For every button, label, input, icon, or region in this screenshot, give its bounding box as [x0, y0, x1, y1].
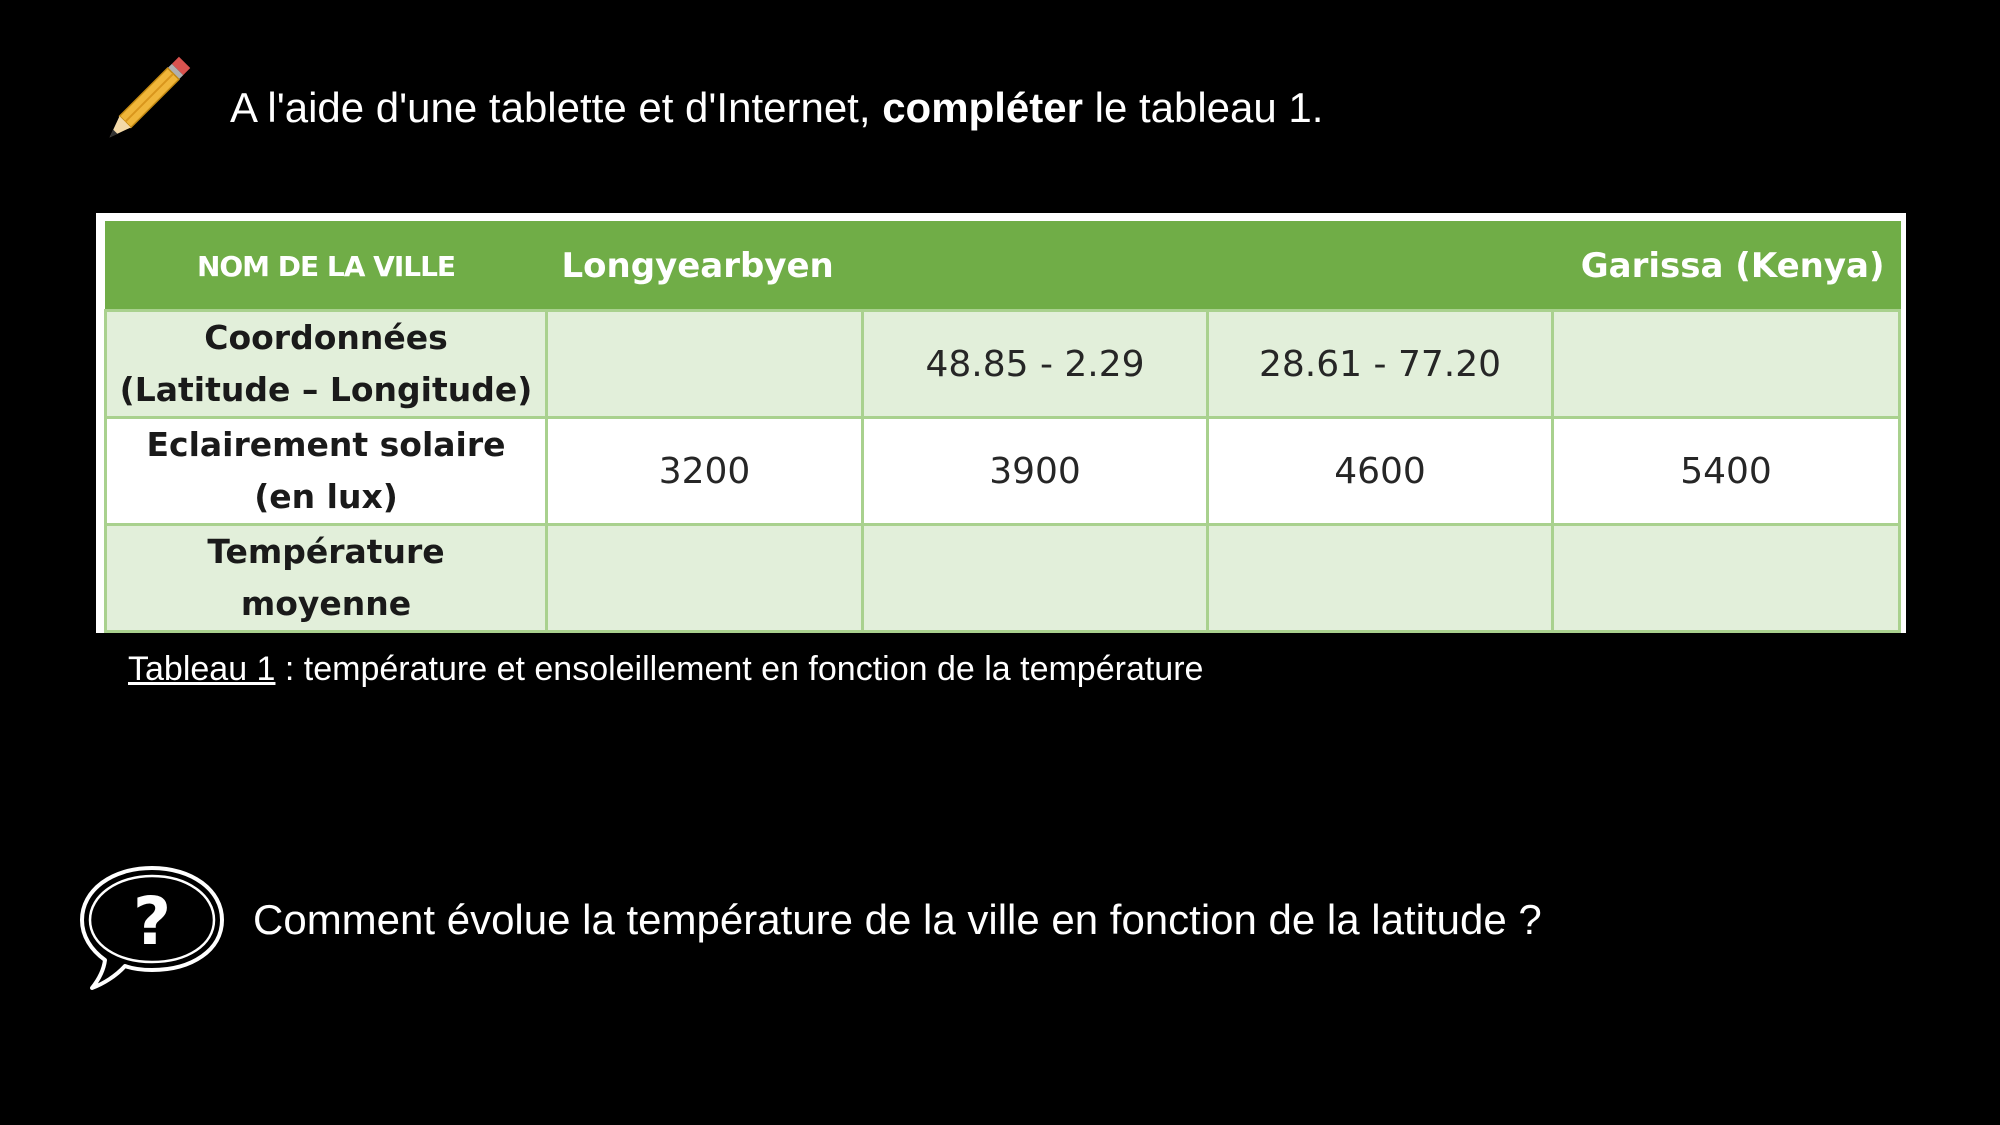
question-bubble-icon: ? [80, 866, 224, 990]
question-text: Comment évolue la température de la vill… [253, 896, 1542, 943]
row-label-coordinates: Coordonnées (Latitude – Longitude) [104, 309, 548, 419]
row-label-line: Eclairement solaire [146, 425, 506, 464]
table-cell[interactable] [545, 309, 864, 419]
row-label-line: Température [207, 532, 445, 571]
table-cell[interactable]: 5400 [1551, 416, 1901, 526]
header-city-3 [861, 221, 1209, 312]
row-label-average-temperature: Température moyenne [104, 523, 548, 633]
table-cell[interactable] [1206, 523, 1554, 633]
table-cell[interactable] [545, 523, 864, 633]
table-row-average-temperature: Température moyenne [104, 523, 1901, 633]
instruction-prefix: A l'aide d'une tablette et d'Internet, [230, 84, 883, 131]
table-cell[interactable]: 3900 [861, 416, 1209, 526]
caption-text: : température et ensoleillement en fonct… [275, 650, 1204, 688]
table-cell[interactable]: 3200 [545, 416, 864, 526]
cities-table: NOM DE LA VILLE Longyearbyen Garissa (Ke… [104, 221, 1901, 633]
table-frame: NOM DE LA VILLE Longyearbyen Garissa (Ke… [96, 213, 1906, 633]
table-row-solar-illumination: Eclairement solaire (en lux) 3200 3900 46… [104, 416, 1901, 526]
header-garissa: Garissa (Kenya) [1551, 221, 1901, 312]
table-cell[interactable] [861, 523, 1209, 633]
header-longyearbyen: Longyearbyen [545, 221, 864, 312]
pencil-icon [109, 56, 191, 138]
instruction-text: A l'aide d'une tablette et d'Internet, c… [230, 80, 1323, 136]
table-caption: Tableau 1 : température et ensoleillemen… [128, 646, 1203, 692]
table-cell[interactable] [1551, 309, 1901, 419]
svg-text:?: ? [133, 883, 171, 960]
table-cell[interactable]: 48.85 - 2.29 [861, 309, 1209, 419]
header-city-4 [1206, 221, 1554, 312]
table-cell[interactable]: 4600 [1206, 416, 1554, 526]
row-label-line: (Latitude – Longitude) [119, 370, 533, 409]
header-city-name: NOM DE LA VILLE [104, 221, 548, 312]
row-label-line: (en lux) [254, 477, 398, 516]
row-label-line: moyenne [240, 584, 412, 623]
table-header-row: NOM DE LA VILLE Longyearbyen Garissa (Ke… [104, 221, 1901, 312]
caption-label: Tableau 1 [128, 650, 276, 688]
row-label-line: Coordonnées [204, 318, 448, 357]
instruction-suffix: le tableau 1. [1082, 84, 1324, 131]
instruction-verb: compléter [882, 84, 1083, 131]
row-label-solar-illumination: Eclairement solaire (en lux) [104, 416, 548, 526]
table-row-coordinates: Coordonnées (Latitude – Longitude) 48.85 … [104, 309, 1901, 419]
table-cell[interactable] [1551, 523, 1901, 633]
table-cell[interactable]: 28.61 - 77.20 [1206, 309, 1554, 419]
